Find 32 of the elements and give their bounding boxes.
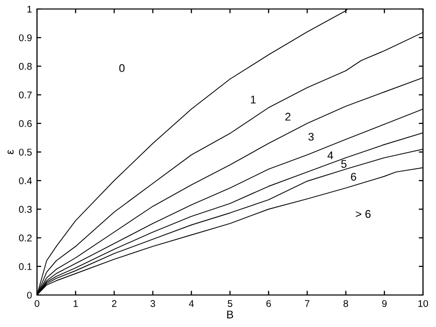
x-tick-label: 7 — [304, 300, 310, 307]
annotation: 4 — [328, 152, 334, 160]
x-axis-title: B — [227, 310, 234, 318]
annotation: 0 — [119, 64, 125, 72]
y-tick-label: 1 — [27, 6, 32, 13]
y-axis-title: ε — [8, 150, 14, 154]
y-tick-label: 0.8 — [19, 62, 32, 70]
x-tick-label: 0 — [34, 300, 40, 307]
y-tick-label: 0.1 — [19, 263, 32, 270]
x-tick-label: 2 — [112, 300, 116, 307]
annotation: 2 — [285, 112, 290, 121]
annotation: 3 — [308, 132, 314, 141]
y-tick-label: 0.9 — [19, 34, 32, 42]
x-tick-label: 5 — [228, 300, 232, 307]
annotation: 1 — [250, 96, 256, 104]
y-tick-label: 0.7 — [19, 92, 32, 98]
y-tick-label: 0.5 — [19, 148, 32, 156]
y-tick-label: 0 — [27, 292, 32, 299]
x-tick-label: 6 — [266, 300, 271, 307]
x-tick-label: 9 — [382, 300, 387, 307]
annotation: 5 — [341, 160, 346, 168]
x-tick-label: 4 — [188, 300, 194, 307]
x-tick-label: 8 — [344, 300, 348, 307]
annotation: 6 — [350, 172, 356, 181]
y-tick-label: 0.6 — [19, 120, 32, 128]
x-tick-label: 1 — [74, 300, 78, 307]
x-tick-label: 3 — [150, 300, 156, 307]
annotation: > 6 — [356, 210, 371, 218]
y-tick-label: 0.4 — [19, 177, 32, 184]
x-tick-label: 10 — [418, 300, 428, 307]
y-tick-label: 0.3 — [19, 206, 32, 213]
y-tick-label: 0.2 — [19, 234, 32, 242]
